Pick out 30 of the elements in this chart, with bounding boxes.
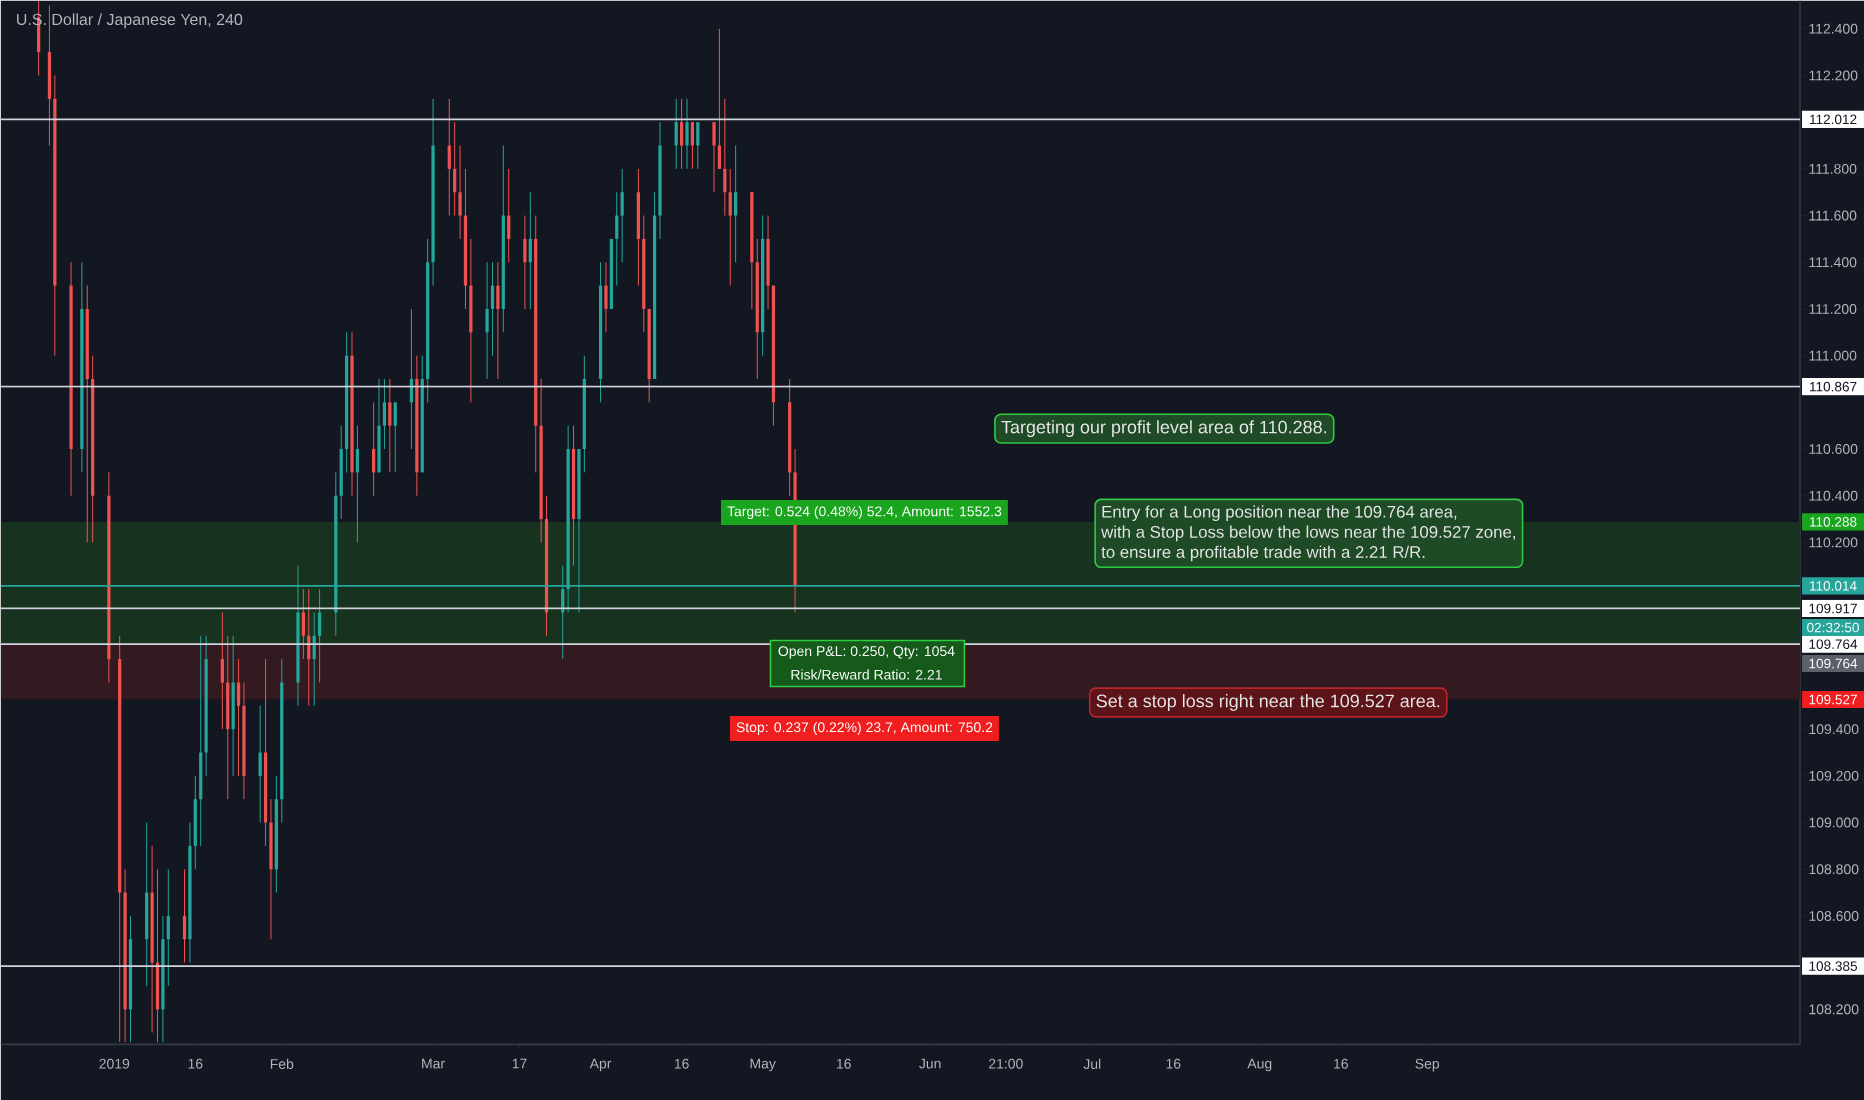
candlestick (507, 168, 511, 263)
candlestick (377, 378, 381, 473)
candlestick (528, 191, 532, 310)
candlestick (523, 214, 527, 310)
candlestick (145, 821, 149, 987)
candlestick (690, 121, 695, 170)
candlestick (674, 98, 678, 170)
annotation: Targeting our profit level area of 110.288. (1001, 420, 1326, 437)
candlestick (393, 401, 397, 473)
annotation: with a Stop Loss below the lows near the 109.527 zone, (1101, 525, 1515, 542)
annotation: Set a stop loss right near the 109.527 area. (1096, 693, 1440, 711)
candlestick (496, 261, 500, 380)
annotation: to ensure a profitable trade with a 2.21 R/R. (1101, 545, 1425, 562)
candlestick (355, 425, 360, 543)
candlestick (182, 868, 187, 963)
candlestick (388, 378, 392, 473)
candlestick (231, 635, 235, 777)
candlestick (620, 168, 624, 263)
candlestick (447, 98, 451, 216)
candlestick (696, 121, 700, 170)
candlestick (679, 98, 684, 170)
candlestick (258, 705, 262, 823)
candlestick (604, 261, 608, 333)
candlestick (372, 401, 376, 497)
annotation: Entry for a Long position near the 109.764 area, (1102, 505, 1457, 521)
candlestick (728, 168, 732, 286)
candlestick (485, 261, 489, 380)
candlestick (734, 144, 738, 263)
candlestick (685, 98, 689, 170)
candlestick (723, 98, 727, 216)
